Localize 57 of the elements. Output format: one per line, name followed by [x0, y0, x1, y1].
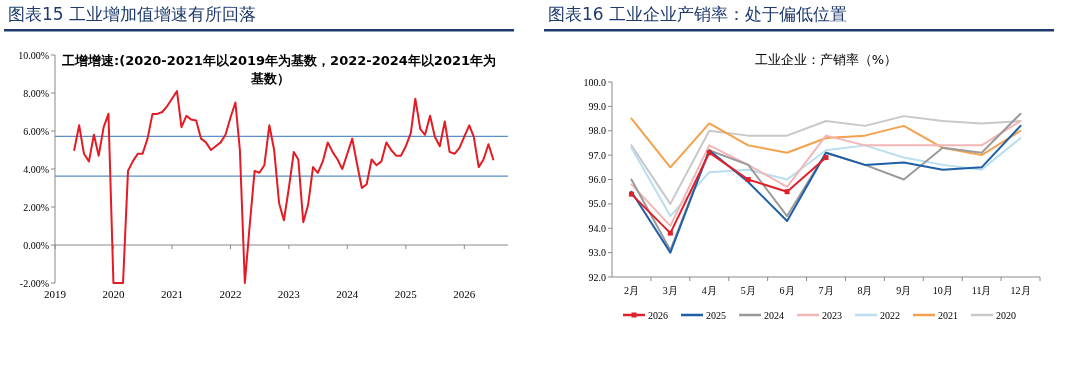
x-tick-label: 10月	[932, 285, 953, 296]
y-tick-label: 93.0	[588, 247, 606, 259]
point	[706, 150, 712, 156]
y-tick-label: 0.00%	[23, 239, 49, 251]
point	[745, 177, 751, 182]
x-tick-label: 2023	[277, 288, 301, 300]
legend-label: 2021	[938, 309, 958, 321]
x-tick-label: 12月	[1010, 285, 1031, 296]
x-tick-label: 8月	[857, 285, 873, 296]
y-tick-label: 98.0	[588, 125, 606, 137]
x-tick-label: 2026	[453, 288, 476, 300]
x-tick-label: 11月	[971, 285, 992, 296]
chart-subtitle: 工业企业：产销率（%）	[754, 52, 898, 67]
x-tick-label: 6月	[779, 285, 795, 296]
x-tick-label: 9月	[896, 285, 912, 296]
chart-title: 图表16 工业企业产销率：处于偏低位置	[548, 4, 848, 24]
y-tick-label: 4.00%	[23, 163, 49, 175]
y-tick-label: 96.0	[588, 174, 606, 185]
x-tick-label: 7月	[818, 285, 834, 296]
x-tick-label: 2019	[44, 288, 67, 300]
x-tick-label: 2020	[102, 288, 125, 300]
y-tick-label: 95.0	[588, 198, 606, 210]
x-tick-label: 2021	[161, 288, 184, 300]
line-series	[630, 117, 1022, 169]
y-tick-label: 100.0	[583, 76, 606, 88]
x-tick-label: 4月	[701, 285, 717, 296]
legend-label: 2023	[822, 309, 842, 321]
chart-title: 图表15 工业增加值增速有所回落	[8, 4, 257, 24]
text: 工增增速:(2020-2021年以2019年为基数，2022-2024年以2021年为基数）	[61, 53, 497, 86]
legend-label: 2025	[706, 309, 726, 321]
legend-label: 2024	[764, 309, 784, 321]
y-tick-label: 94.0	[588, 222, 606, 234]
y-tick-label: -2.00%	[19, 277, 49, 289]
y-tick-label: 8.00%	[23, 87, 49, 99]
point	[784, 189, 790, 195]
legend-label: 2020	[996, 309, 1016, 321]
x-tick-label: 2024	[336, 288, 359, 300]
y-tick-label: 2.00%	[23, 201, 49, 213]
point	[823, 155, 829, 161]
x-tick-label: 3月	[662, 285, 678, 296]
line-series	[73, 90, 495, 284]
y-tick-label: 92.0	[588, 271, 606, 283]
line-series	[630, 115, 1022, 205]
point	[667, 230, 673, 236]
y-tick-label: 97.0	[588, 149, 606, 161]
x-tick-label: 2025	[394, 288, 418, 300]
x-tick-label: 2月	[623, 285, 639, 296]
y-tick-label: 99.0	[588, 100, 606, 112]
x-tick-label: 2022	[219, 288, 242, 300]
x-tick-label: 5月	[740, 285, 756, 296]
point	[628, 191, 634, 197]
line-series	[630, 137, 1022, 218]
legend-label: 2022	[880, 309, 900, 321]
line-series	[630, 120, 1022, 227]
legend-label: 2026	[648, 309, 668, 321]
y-tick-label: 6.00%	[23, 125, 49, 137]
y-tick-label: 10.00%	[18, 49, 49, 61]
